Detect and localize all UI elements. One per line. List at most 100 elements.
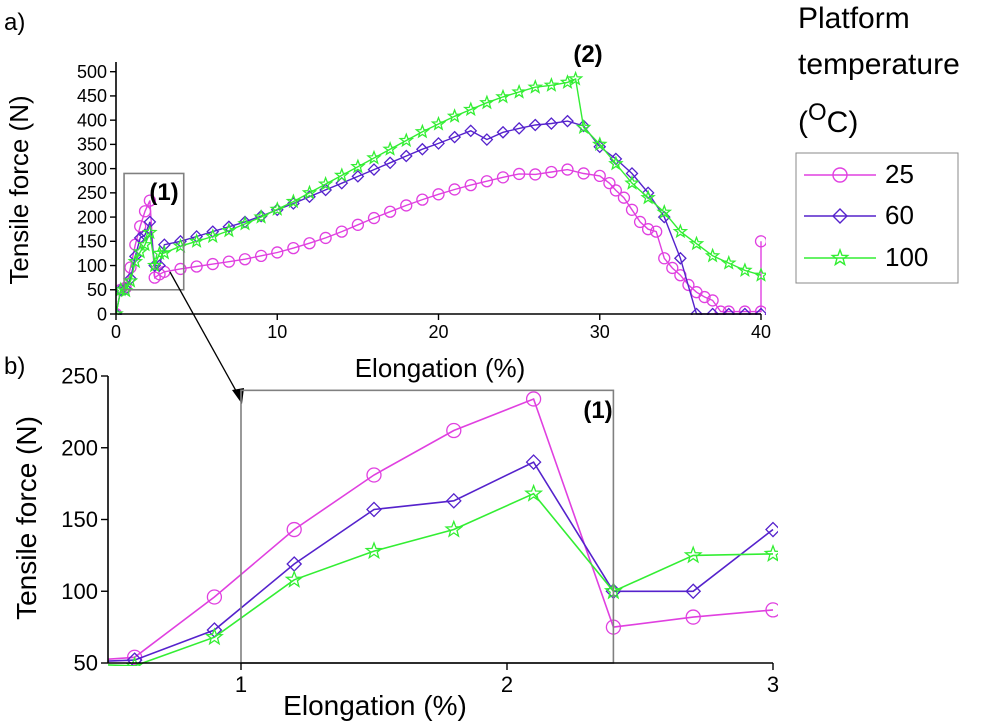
panel-b-series-100-point	[683, 545, 703, 564]
panel-a-series-100-point	[495, 88, 511, 104]
panel-a-series-25-point	[432, 188, 445, 201]
panel-a-series-25-point	[319, 231, 332, 245]
panel-a-series-100-point	[688, 235, 705, 251]
panel-a-series-60-point	[706, 307, 720, 315]
panel-a-series-25-point	[722, 305, 735, 315]
panel-a-series-25-point	[287, 241, 300, 255]
panel-a-series-60-point	[367, 163, 381, 177]
panel-a-series-25-point	[400, 199, 413, 212]
panel-a-series-25-point	[609, 184, 623, 197]
panel-b-zoom-box	[240, 389, 615, 664]
panel-a-series-100-point	[527, 79, 544, 94]
panel-a-series-25-point	[303, 237, 316, 250]
panel-a-series-100-point	[269, 201, 286, 216]
panel-a-series-100-point	[382, 141, 398, 156]
panel-a-series-100-point	[446, 108, 463, 123]
legend-entry-100-label: 100	[885, 242, 928, 272]
panel-a-series-25-point	[138, 205, 152, 218]
panel-a-series-100-point	[567, 70, 584, 86]
panel-a-series-100-point	[608, 155, 624, 171]
panel-a-series-100-point	[333, 167, 350, 183]
panel-b-y-axis-label: Tensile force (N)	[11, 416, 42, 620]
panel-a-series-25-point	[271, 246, 284, 259]
panel-a-series-25-point	[254, 249, 268, 262]
panel-a-series-25-point	[496, 171, 510, 184]
panel-b-series-100-point	[763, 544, 778, 563]
panel-a-series-100-point	[753, 267, 766, 282]
legend-box	[795, 152, 959, 284]
panel-a-y-axis-label: Tensile force (N)	[4, 95, 34, 284]
panel-a-series-25-point	[561, 163, 574, 176]
panel-b-series-25-point	[525, 391, 542, 407]
panel-a-series-25-point	[641, 223, 655, 236]
panel-a-series-60-point	[673, 251, 687, 265]
panel-b-y-tick-label: 50	[74, 651, 98, 676]
panel-a-series-25-point	[706, 294, 719, 307]
panel-a-series-100-point	[122, 272, 139, 288]
panel-a-series-25-point	[625, 203, 639, 216]
panel-a-series-60-point	[690, 307, 703, 315]
panel-a-series-60-point	[754, 307, 766, 315]
panel-a-y-tick-label: 50	[87, 280, 107, 300]
panel-a-series-60-point	[577, 119, 591, 133]
panel-b-y-tick-label: 200	[61, 435, 98, 460]
panel-a-series-100-point	[624, 174, 640, 190]
panel-a-series-25-point	[754, 235, 766, 248]
panel-a-series-60-point	[351, 169, 365, 183]
chart-panel-a: 0 10 20 30 40050100150200250300350400450500 …	[4, 41, 771, 383]
panel-a-series-25-point	[206, 257, 219, 271]
panel-a-series-25-point	[593, 169, 606, 183]
chart-panel-b: 1 2 3 50 100 150 200 250 Elongation (%) Tensile…	[11, 364, 779, 721]
panel-a-series-25-point	[448, 183, 461, 196]
panel-b-series-60-point	[445, 492, 462, 509]
panel-a-series-25-point	[577, 167, 590, 180]
panel-b-series-60-point	[48, 656, 62, 670]
panel-a-series-100-point	[559, 74, 576, 90]
panel-a-series-60-point	[512, 121, 526, 135]
panel-a-x-tick-label: 10	[267, 322, 287, 342]
panel-a-series-100-point	[317, 175, 334, 191]
panel-a-zoom-box	[123, 172, 185, 291]
panel-a-series-60-point	[544, 117, 558, 130]
panel-a-y-tick-label: 350	[77, 135, 107, 155]
panel-a-series-100-point	[151, 245, 168, 260]
panel-a-series-100-point	[172, 237, 189, 253]
panel-b-series	[48, 391, 778, 670]
panel-a-series-100-point	[221, 222, 237, 238]
panel-b-series-100-point	[364, 541, 384, 560]
panel-a-series-100-point	[398, 132, 415, 148]
legend-entries	[804, 167, 876, 267]
panel-a-series-60-point	[480, 133, 494, 146]
panel-a-series-100-point	[188, 233, 205, 248]
panel-a-series-60-point	[496, 125, 510, 139]
panel-a-series-100-point	[511, 83, 527, 99]
panel-a-series-100-line	[116, 78, 762, 315]
panel-b-label: b)	[4, 353, 25, 380]
panel-a-series-25-point	[754, 305, 766, 315]
zoom-arrow	[169, 271, 244, 404]
panel-a-series-60-point	[448, 130, 462, 144]
panel-b-series-100-point	[444, 519, 464, 538]
panel-b-series-60-point	[525, 454, 542, 471]
panel-a-series-100-point	[237, 215, 253, 231]
annotation-label-2: (2)	[573, 41, 602, 68]
panel-a-series-25-line	[116, 168, 762, 315]
panel-a-series	[116, 70, 766, 315]
panel-a-series-100-point	[591, 136, 608, 152]
panel-a-series-100-point	[704, 247, 721, 263]
panel-a-series-60-point	[722, 307, 736, 315]
panel-a-series-60-point	[432, 136, 445, 150]
panel-a-series-25-point	[335, 225, 348, 238]
panel-b-x-tick-label: 1	[235, 672, 247, 697]
panel-b-series-60-line	[108, 461, 774, 662]
panel-a-y-tick-label: 250	[77, 183, 107, 203]
legend-entry-25-marker	[832, 167, 848, 183]
panel-b-axes: 1 2 3 50 100 150 200 250	[61, 364, 779, 697]
panel-a-series-100-point	[204, 228, 221, 244]
panel-a-y-tick-label: 300	[77, 159, 107, 179]
panel-a-y-tick-label: 0	[97, 304, 107, 324]
panel-a-series-100-point	[575, 119, 592, 134]
panel-a-y-tick-label: 400	[77, 110, 107, 130]
